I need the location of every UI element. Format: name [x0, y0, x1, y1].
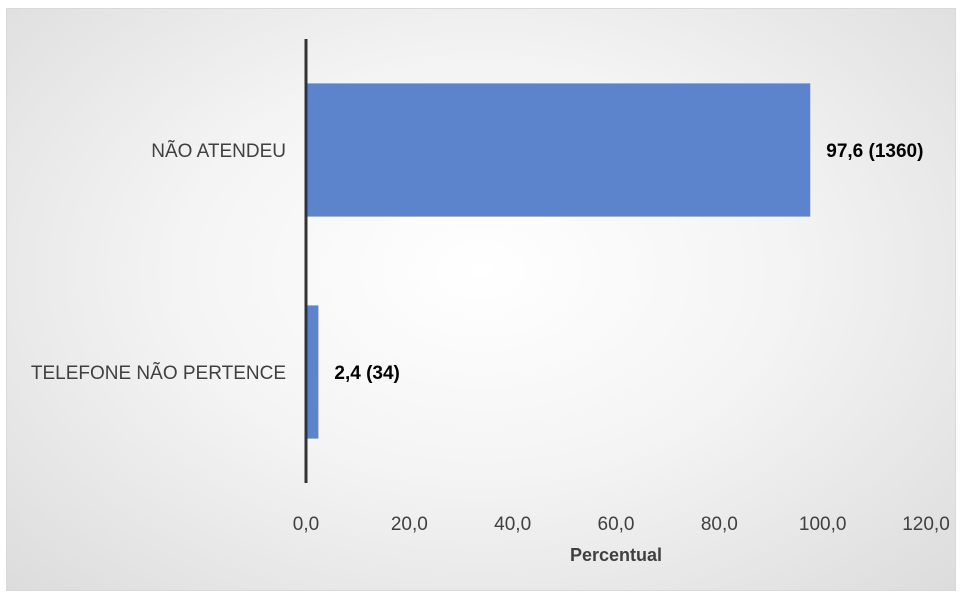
- bar-1: [306, 305, 319, 439]
- x-tick-label-2: 40,0: [494, 514, 531, 535]
- x-tick-label-0: 0,0: [293, 514, 319, 535]
- category-label-1: TELEFONE NÃO PERTENCE: [31, 362, 286, 384]
- x-tick-label-1: 20,0: [391, 514, 428, 535]
- chart-area: NÃO ATENDEU TELEFONE NÃO PERTENCE 97,6 (1…: [6, 8, 956, 591]
- data-label-1: 2,4 (34): [334, 363, 399, 384]
- x-tick-label-5: 100,0: [799, 514, 847, 535]
- x-tick-label-6: 120,0: [902, 514, 950, 535]
- bar-chart: NÃO ATENDEU TELEFONE NÃO PERTENCE 97,6 (1…: [31, 39, 950, 565]
- x-tick-label-4: 80,0: [701, 514, 738, 535]
- x-axis-title: Percentual: [570, 545, 662, 565]
- category-label-0: NÃO ATENDEU: [151, 140, 286, 162]
- data-label-0: 97,6 (1360): [826, 141, 923, 162]
- bar-0: [306, 83, 811, 217]
- x-tick-label-3: 60,0: [598, 514, 635, 535]
